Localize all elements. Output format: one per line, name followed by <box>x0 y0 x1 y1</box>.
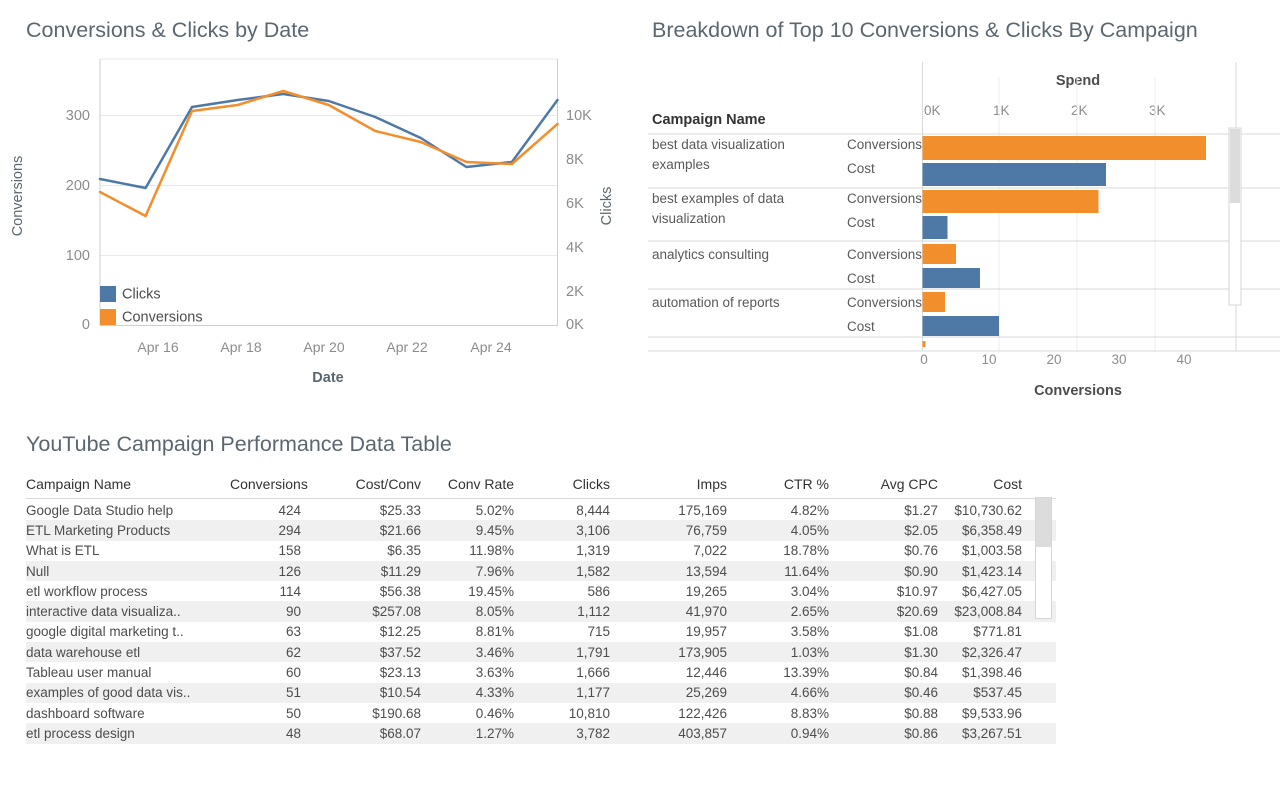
svg-text:best examples of data: best examples of data <box>652 191 785 206</box>
svg-text:Cost: Cost <box>847 319 875 334</box>
svg-text:Apr 20: Apr 20 <box>303 339 344 355</box>
svg-text:200: 200 <box>66 178 90 194</box>
svg-text:Conversions: Conversions <box>122 310 203 326</box>
svg-text:30: 30 <box>1111 352 1126 367</box>
svg-text:Spend: Spend <box>1056 73 1100 89</box>
svg-text:0K: 0K <box>566 317 584 333</box>
svg-text:8K: 8K <box>566 152 584 168</box>
svg-text:examples: examples <box>652 157 710 172</box>
svg-text:10K: 10K <box>566 108 592 124</box>
svg-text:visualization: visualization <box>652 211 726 226</box>
svg-text:Date: Date <box>312 370 343 386</box>
svg-text:Conversions: Conversions <box>847 247 922 262</box>
svg-text:Cost: Cost <box>847 271 875 286</box>
svg-text:Cost: Cost <box>847 215 875 230</box>
svg-text:Clicks: Clicks <box>122 287 161 303</box>
svg-text:0: 0 <box>920 352 928 367</box>
svg-text:Apr 16: Apr 16 <box>137 339 178 355</box>
svg-text:4K: 4K <box>566 240 584 256</box>
svg-text:1K: 1K <box>993 103 1010 118</box>
svg-text:Clicks: Clicks <box>599 187 615 226</box>
svg-text:Conversions: Conversions <box>10 156 26 237</box>
svg-text:Conversions: Conversions <box>1034 383 1122 399</box>
svg-text:Campaign Name: Campaign Name <box>652 112 766 128</box>
svg-text:Cost: Cost <box>847 161 875 176</box>
svg-text:100: 100 <box>66 248 90 264</box>
svg-text:20: 20 <box>1046 352 1061 367</box>
svg-text:Apr 22: Apr 22 <box>386 339 427 355</box>
svg-text:Conversions: Conversions <box>847 137 922 152</box>
svg-text:0: 0 <box>82 317 90 333</box>
svg-text:2K: 2K <box>566 284 584 300</box>
svg-text:10: 10 <box>981 352 996 367</box>
svg-text:3K: 3K <box>1149 103 1166 118</box>
svg-text:Apr 24: Apr 24 <box>470 339 511 355</box>
svg-text:6K: 6K <box>566 196 584 212</box>
svg-text:40: 40 <box>1176 352 1191 367</box>
svg-text:2K: 2K <box>1071 103 1088 118</box>
svg-text:analytics consulting: analytics consulting <box>652 247 769 262</box>
svg-text:Conversions: Conversions <box>847 191 922 206</box>
svg-text:0K: 0K <box>924 103 941 118</box>
svg-text:automation of reports: automation of reports <box>652 295 780 310</box>
svg-text:best data visualization: best data visualization <box>652 137 785 152</box>
svg-text:Apr 18: Apr 18 <box>220 339 261 355</box>
svg-text:300: 300 <box>66 108 90 124</box>
svg-text:Conversions: Conversions <box>847 295 922 310</box>
